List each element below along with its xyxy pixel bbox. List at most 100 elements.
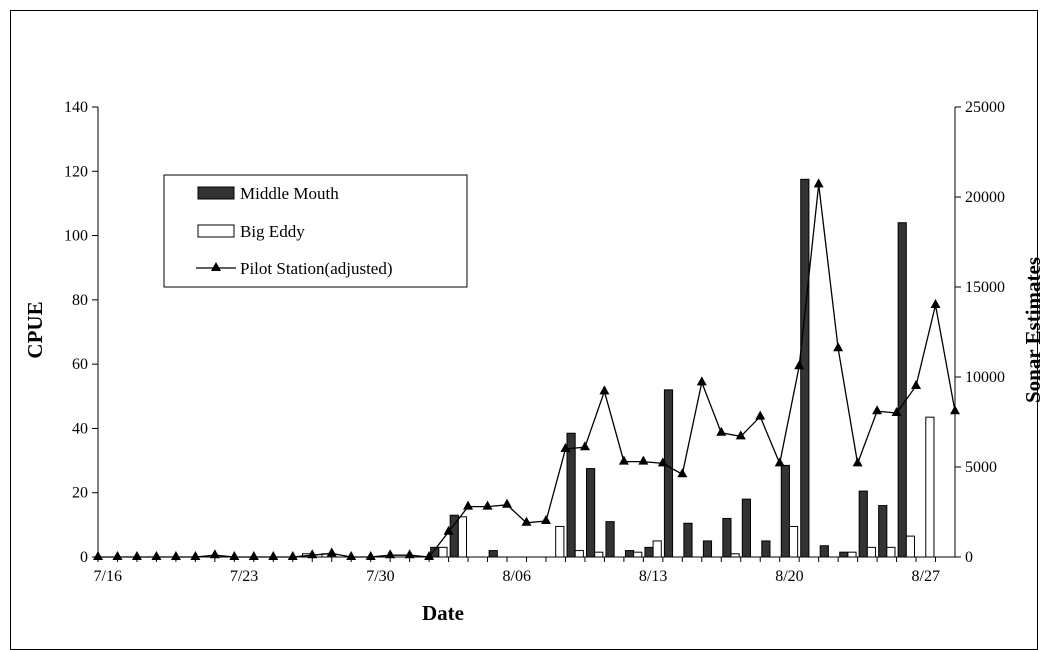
bar-big-eddy [457,516,468,558]
point-pilot-station [385,549,396,559]
bar-big-eddy [594,551,604,558]
point-pilot-station [521,516,532,526]
bar-big-eddy [438,546,448,558]
bar-middle-mouth [663,389,674,558]
point-pilot-station [638,455,649,465]
bar-middle-mouth [878,505,888,558]
point-pilot-station [774,457,785,467]
point-pilot-station [326,547,337,557]
y-tick-label: 80 [72,292,88,309]
point-pilot-station [229,551,240,560]
bar-big-eddy [633,551,643,558]
point-pilot-station [170,551,181,560]
bar-big-eddy [574,550,584,558]
point-pilot-station [872,405,883,415]
point-pilot-station [852,457,863,467]
x-tick-label: 8/06 [503,568,531,585]
bar-middle-mouth [819,545,829,558]
x-tick-label: 7/16 [94,568,122,585]
point-pilot-station [599,385,610,395]
bar-middle-mouth [761,540,771,558]
y2-tick-label: 10000 [965,369,1005,386]
bar-big-eddy [886,546,896,558]
bar-big-eddy [866,546,877,558]
y-tick-label: 120 [64,163,88,180]
legend: Middle Mouth Big Eddy Pilot Station(adju… [163,174,468,288]
bar-middle-mouth [488,550,498,558]
y2-tick-label: 5000 [965,459,997,476]
y-tick-label: 20 [72,485,88,502]
bar-big-eddy [905,535,915,558]
point-pilot-station [813,178,824,188]
point-pilot-station [463,500,474,510]
y-tick-label: 0 [80,549,88,566]
bar-middle-mouth [722,517,732,558]
legend-label-middle-mouth: Middle Mouth [240,184,339,203]
point-pilot-station [696,376,707,386]
point-pilot-station [443,525,454,535]
point-pilot-station [346,551,357,560]
cpue-sonar-chart: 0 20 40 60 80 100 120 140 0 5000 10000 15000 20000 2… [23,99,1045,625]
x-tick-label: 8/13 [639,568,667,585]
bar-middle-mouth [780,464,790,558]
point-pilot-station [891,407,902,416]
point-pilot-station [735,430,746,440]
point-pilot-station [151,551,162,560]
y-tick-label: 40 [72,420,88,437]
bar-big-eddy [788,525,799,558]
bar-middle-mouth [605,521,615,558]
point-pilot-station [716,426,727,436]
x-tick-label: 7/30 [366,568,394,585]
legend-label-big-eddy: Big Eddy [240,222,305,241]
point-pilot-station [911,380,922,389]
point-pilot-station [657,457,668,467]
point-pilot-station [190,551,201,560]
bar-middle-mouth [839,551,849,558]
point-pilot-station [131,551,142,560]
x-axis-title: Date [422,601,464,625]
bar-middle-mouth [585,468,596,558]
point-pilot-station [579,441,590,451]
legend-marker-pilot-station [211,262,221,271]
bar-middle-mouth [897,222,907,558]
bar-big-eddy [847,551,857,558]
point-pilot-station [794,360,805,370]
point-pilot-station [307,549,318,559]
y2-axis-title: Sonar Estimates [1021,257,1045,403]
legend-swatch-big-eddy [197,224,235,238]
point-pilot-station [755,410,766,420]
point-pilot-station [930,299,941,308]
y2-tick-label: 25000 [965,99,1005,116]
point-pilot-station [287,551,298,560]
point-pilot-station [209,549,220,559]
point-pilot-station [248,551,259,560]
point-pilot-station [268,551,279,560]
point-pilot-station [677,468,688,478]
y2-tick-label: 15000 [965,279,1005,296]
legend-item-middle-mouth: Middle Mouth [197,184,339,203]
right-axis-ticks: 0 5000 10000 15000 20000 25000 [955,99,1005,566]
bar-big-eddy [925,416,935,558]
y-tick-label: 140 [64,99,88,116]
point-pilot-station [540,515,551,524]
left-axis-ticks: 0 20 40 60 80 100 120 140 [64,99,98,566]
point-pilot-station [560,443,571,452]
y-tick-label: 60 [72,356,88,373]
legend-item-pilot-station: Pilot Station(adjusted) [196,259,393,278]
legend-item-big-eddy: Big Eddy [197,222,305,241]
point-pilot-station [482,500,493,510]
y-axis-title: CPUE [23,301,47,358]
bar-big-eddy [652,540,662,558]
y-tick-label: 100 [64,228,88,245]
legend-label-pilot-station: Pilot Station(adjusted) [240,259,393,278]
legend-swatch-middle-mouth [197,186,235,200]
bar-middle-mouth [858,490,868,558]
bar-middle-mouth [702,540,713,558]
point-pilot-station [618,455,629,465]
x-tick-label: 8/27 [912,568,940,585]
point-pilot-station [833,342,844,352]
point-pilot-station [112,551,123,560]
bar-big-eddy [555,525,565,558]
x-axis-ticks: 7/16 7/23 7/30 8/06 8/13 8/20 8/27 [94,557,940,585]
point-pilot-station [502,498,513,508]
